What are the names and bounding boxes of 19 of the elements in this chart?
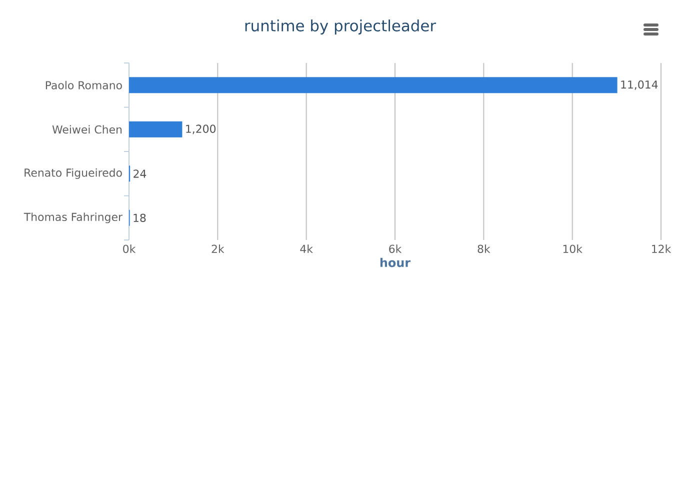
x-tick-label: 6k [389, 244, 402, 253]
x-tick-label: 0k [123, 244, 136, 253]
data-label: 18 [134, 214, 146, 222]
x-tick-label: 12k [652, 244, 672, 253]
bar [129, 77, 618, 94]
data-label: 24 [134, 170, 146, 178]
x-tick-label: 2k [212, 244, 224, 253]
data-label: 11,014 [621, 80, 658, 90]
x-axis-title: hour [380, 258, 411, 268]
bar [129, 121, 182, 138]
y-tick-label: Renato Figueiredo [24, 168, 122, 179]
y-tick-label: Weiwei Chen [52, 125, 122, 134]
data-label: 1,200 [186, 124, 216, 134]
y-tick-label: Thomas Fahringer [24, 212, 123, 224]
x-tick-label: 10k [563, 244, 582, 253]
x-tick-label: 4k [300, 244, 313, 253]
chart-title: runtime by projectleader [245, 20, 436, 34]
x-tick-label: 8k [478, 244, 490, 253]
y-tick-label: Paolo Romano [46, 80, 122, 90]
